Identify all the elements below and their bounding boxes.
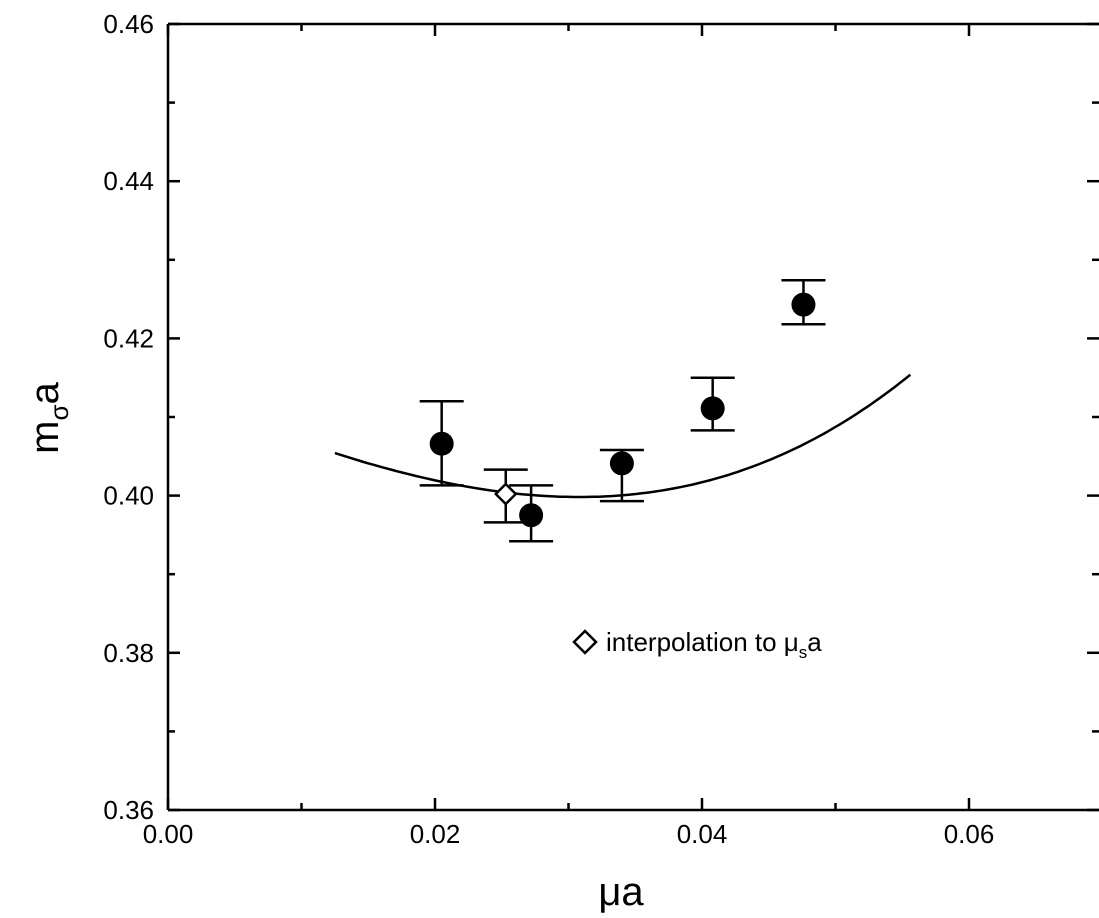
legend: interpolation to μsa: [572, 627, 822, 662]
legend-label-subscript: s: [799, 643, 808, 662]
y-axis-title-subscript: σ: [44, 404, 74, 420]
y-tick-label: 0.46: [103, 9, 154, 39]
y-tick-label: 0.36: [103, 795, 154, 825]
x-tick-label: 0.02: [410, 819, 461, 849]
x-axis-title: μa: [598, 870, 644, 913]
data-point: [791, 292, 816, 317]
data-point: [609, 451, 634, 476]
y-tick-label: 0.38: [103, 638, 154, 668]
data-point: [429, 431, 454, 456]
legend-label-tail: a: [807, 627, 822, 657]
y-tick-label: 0.40: [103, 481, 154, 511]
axes: 0.36 0.38 0.40 0.42 0.44 0.46 0.00 0.02 0.04 0.06: [103, 9, 1099, 849]
x-tick-label: 0.00: [143, 819, 194, 849]
data-points-layer: [419, 278, 826, 543]
interpolated-point: [493, 482, 518, 506]
data-point: [519, 503, 544, 528]
x-tick-label: 0.06: [944, 819, 995, 849]
y-tick-label: 0.42: [103, 323, 154, 353]
y-axis-title: mσa: [23, 381, 74, 453]
x-tick-label: 0.04: [677, 819, 728, 849]
legend-label-main: interpolation to μ: [606, 627, 799, 657]
legend-label: interpolation to μsa: [606, 627, 822, 662]
y-axis-title-tail: a: [23, 381, 67, 404]
y-tick-label: 0.44: [103, 166, 154, 196]
y-axis-title-main: m: [23, 420, 67, 453]
legend-diamond-marker: [572, 629, 598, 655]
data-point: [700, 396, 725, 421]
